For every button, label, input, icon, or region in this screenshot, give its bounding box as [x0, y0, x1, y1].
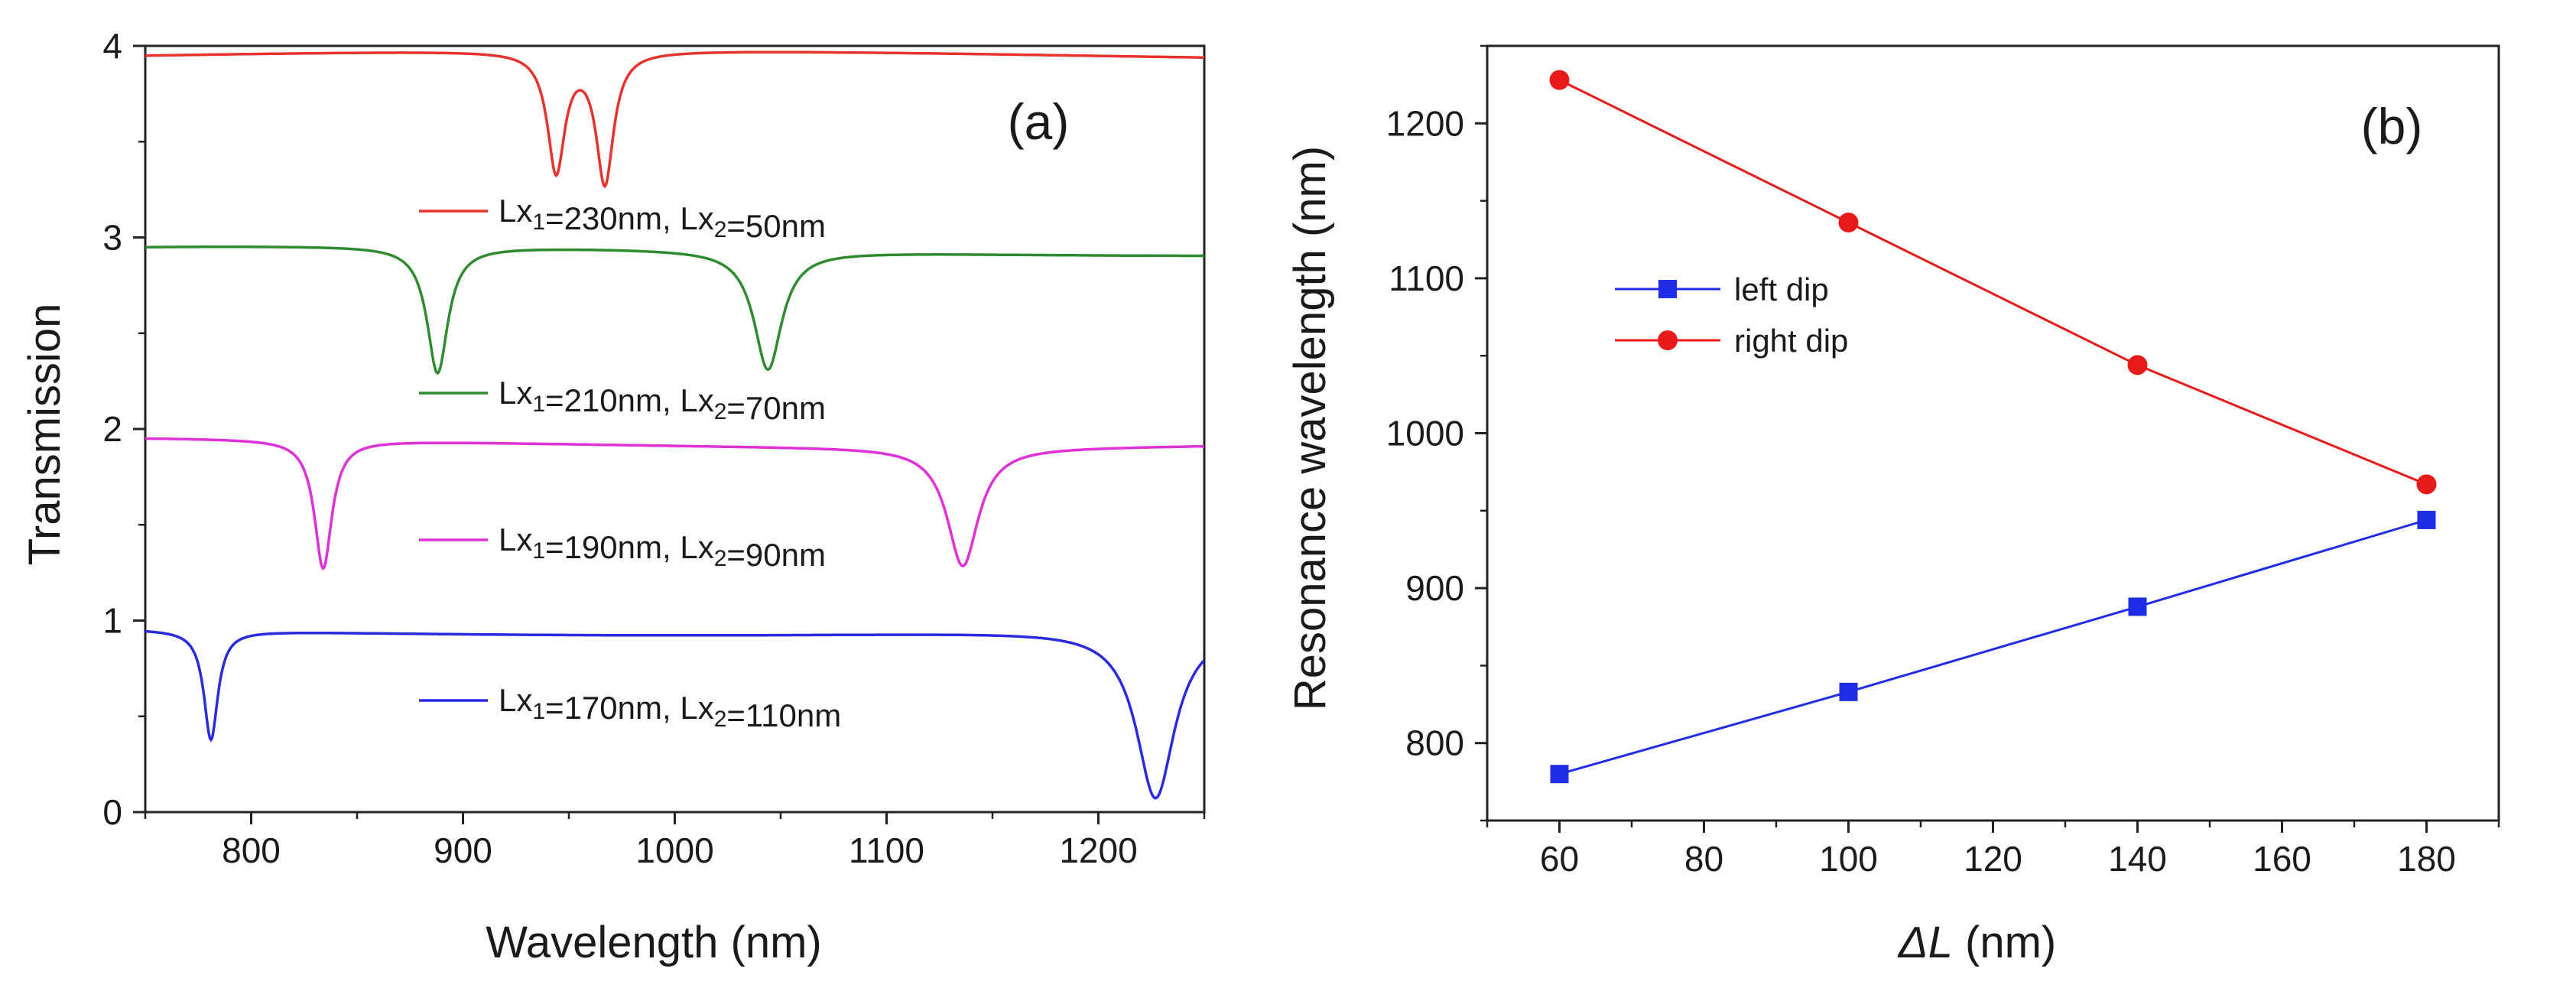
- panel-b-x-tick-label: 140: [2108, 839, 2167, 879]
- panel-a-legend-text: Lx1=210nm, Lx2=70nm: [499, 375, 826, 426]
- panel-b-legend-label: right dip: [1734, 323, 1848, 359]
- panel-a-y-tick-label: 1: [102, 601, 122, 641]
- panel-b-legend-marker: [1658, 330, 1678, 350]
- panel-a-legend-text: Lx1=190nm, Lx2=90nm: [499, 522, 826, 573]
- legend-text-part: =110nm: [726, 697, 841, 733]
- panel-b-x-axis-label: ΔL (nm): [1897, 918, 2057, 967]
- legend-subscript: 1: [532, 538, 545, 564]
- transmission-curve-3: [145, 437, 1204, 571]
- panel-b-x-tick-label: 100: [1819, 839, 1878, 879]
- right-dip-line: [1558, 79, 2428, 486]
- panel-a-label: (a): [1008, 93, 1070, 150]
- legend-text-part: =170nm, Lx: [545, 690, 714, 726]
- legend-subscript: 1: [532, 699, 545, 724]
- panel-b-x-tick-label: 80: [1684, 839, 1723, 879]
- legend-text-part: =230nm, Lx: [545, 200, 714, 236]
- panel-a-x-tick-label: 1200: [1059, 830, 1137, 870]
- panel-a-y-tick-label: 3: [102, 218, 122, 258]
- panel-a-y-tick-label: 4: [102, 26, 122, 66]
- legend-subscript: 2: [714, 399, 727, 424]
- panel-a-chart: (a) Wavelength (nm) Transmission 800 900 1…: [20, 26, 1206, 967]
- panel-a-y-axis-label: Transmission: [20, 304, 70, 566]
- right-dip-marker: [1838, 212, 1859, 232]
- panel-a-legend-text: Lx1=230nm, Lx2=50nm: [499, 193, 826, 244]
- left-dip-line: [1559, 518, 2427, 775]
- left-dip-marker: [1550, 765, 1569, 784]
- panel-b-x-tick-label: 60: [1540, 839, 1579, 879]
- panel-b-y-tick-label: 800: [1405, 723, 1464, 763]
- panel-b-chart: (b) ΔL (nm) Resonance wavelength (nm) 60…: [1285, 44, 2500, 967]
- right-dip-marker: [1549, 70, 1570, 90]
- panel-a-y-tick-label: 0: [102, 792, 122, 832]
- right-dip-marker: [2416, 474, 2437, 495]
- legend-text-part: =50nm: [726, 208, 826, 244]
- legend-text-part: Lx: [499, 682, 532, 718]
- panel-b-legend-label: left dip: [1734, 271, 1829, 307]
- left-dip-marker: [2417, 510, 2436, 529]
- legend-subscript: 2: [714, 707, 727, 732]
- panel-b-x-tick-label: 120: [1964, 839, 2022, 879]
- panel-a-x-tick-label: 900: [434, 830, 492, 870]
- left-dip-marker: [1839, 682, 1858, 701]
- legend-subscript: 2: [714, 546, 727, 571]
- legend-text-part: =190nm, Lx: [545, 529, 714, 565]
- panel-b-y-tick-label: 1200: [1386, 103, 1464, 143]
- panel-b-y-tick-label: 1100: [1389, 258, 1464, 298]
- panel-a-x-tick-label: 800: [222, 830, 281, 870]
- panel-b-x-tick-label: 160: [2253, 839, 2311, 879]
- legend-text-part: Lx: [499, 522, 532, 557]
- legend-subscript: 1: [532, 210, 545, 235]
- panel-a-y-tick-label: 2: [102, 409, 122, 449]
- panel-b-legend-marker: [1658, 280, 1677, 298]
- panel-a-x-axis-label: Wavelength (nm): [486, 918, 821, 967]
- panel-b-label: (b): [2361, 98, 2423, 154]
- legend-text-part: =70nm: [726, 390, 826, 426]
- left-dip-marker: [2128, 597, 2147, 616]
- legend-text-part: Lx: [499, 375, 532, 411]
- right-dip-marker: [2127, 355, 2148, 375]
- panel-a-legend-text: Lx1=170nm, Lx2=110nm: [499, 682, 841, 733]
- legend-subscript: 2: [714, 217, 727, 242]
- panel-b-frame: [1486, 44, 2500, 822]
- panel-b-y-tick-label: 900: [1405, 568, 1464, 608]
- panel-b-y-tick-label: 1000: [1386, 414, 1464, 453]
- delta-l-symbol: ΔL: [1897, 918, 1953, 967]
- legend-text-part: =210nm, Lx: [545, 382, 714, 418]
- panel-a-x-tick-label: 1100: [849, 830, 924, 870]
- transmission-curve-1: [145, 50, 1204, 189]
- x-axis-unit: (nm): [1953, 918, 2056, 967]
- legend-text-part: =90nm: [726, 537, 826, 573]
- panel-b-y-axis-label: Resonance wavelength (nm): [1285, 146, 1335, 710]
- transmission-curve-2: [145, 245, 1204, 375]
- panel-b-x-tick-label: 180: [2397, 839, 2456, 879]
- transmission-curve-4: [145, 629, 1204, 800]
- panel-a-x-tick-label: 1000: [635, 830, 713, 870]
- legend-subscript: 1: [532, 392, 545, 417]
- legend-text-part: Lx: [499, 193, 532, 229]
